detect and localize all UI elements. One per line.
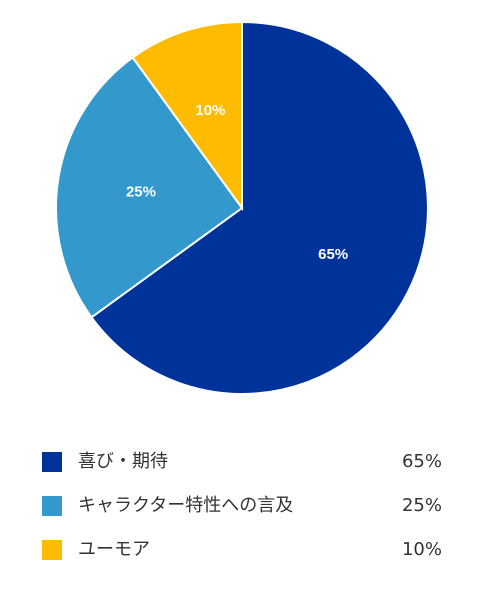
legend-item-joy: 喜び・期待 65% [42, 440, 446, 484]
pie-value-label: 10% [195, 102, 225, 119]
legend-label: 喜び・期待 [78, 451, 168, 472]
legend-swatch [42, 540, 62, 560]
pie-slices [55, 20, 429, 395]
legend-item-humor: ユーモア 10% [42, 528, 446, 572]
legend-value: 10% [401, 539, 442, 560]
pie-value-label: 25% [126, 183, 156, 200]
chart-legend: 喜び・期待 65% キャラクター特性への言及 25% ユーモア 10% [42, 440, 446, 572]
pie-slice-humor [131, 20, 243, 212]
legend-value: 25% [401, 495, 442, 516]
pie-slice-joy [90, 20, 429, 395]
legend-label: キャラクター特性への言及 [78, 495, 294, 516]
legend-swatch [42, 496, 62, 516]
legend-item-character: キャラクター特性への言及 25% [42, 484, 446, 528]
pie-slice-character [55, 56, 244, 319]
legend-swatch [42, 452, 62, 472]
legend-value: 65% [401, 451, 442, 472]
pie-value-label: 65% [318, 246, 348, 263]
pie-chart: 65% 25% 10% [55, 20, 429, 395]
legend-label: ユーモア [78, 539, 150, 560]
pie-value-labels: 65% 25% 10% [126, 102, 348, 263]
